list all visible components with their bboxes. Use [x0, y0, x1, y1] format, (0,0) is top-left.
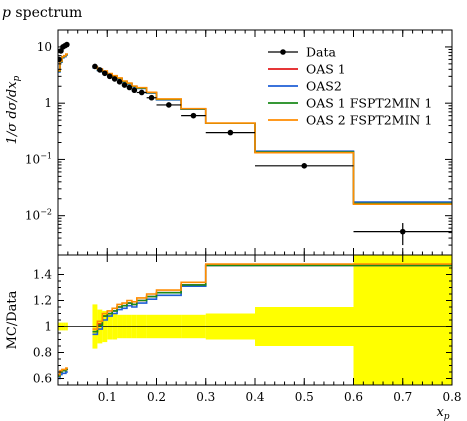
data-point [148, 94, 155, 101]
data-point [101, 70, 108, 77]
x-tick-label: 0.7 [393, 390, 412, 404]
y-axis-title-main: 1/σ dσ/dx [5, 81, 20, 145]
legend-marker [280, 49, 286, 55]
ratio-error-band [353, 255, 452, 385]
x-axis-title-sub: p [444, 412, 450, 421]
x-tick-label: 0.1 [98, 390, 117, 404]
data-point [126, 84, 133, 91]
y-tick-base: 1 [44, 96, 52, 110]
x-tick-label: 0.6 [344, 390, 363, 404]
data-point [190, 112, 197, 119]
x-tick-label: 0.8 [442, 390, 461, 404]
ratio-tick-label: 0.8 [33, 346, 52, 360]
data-point [301, 163, 308, 169]
y-tick-label: 1 [44, 96, 52, 110]
ratio-tick-label: 1.2 [33, 294, 52, 308]
y-tick-label: 10−1 [25, 151, 52, 166]
x-tick-label: 0.5 [295, 390, 314, 404]
legend: Data OAS 1 OAS2 OAS 1 FSPT2MIN 1 OAS 2 FSPT2… [268, 45, 432, 128]
y-tick-exponent: −1 [40, 151, 52, 160]
data-point [131, 87, 138, 94]
ratio-series-line [58, 263, 452, 376]
data-point [121, 82, 128, 88]
y-tick-base: 10 [25, 209, 40, 223]
legend-label: OAS 1 [306, 62, 346, 77]
x-axis-title-main: x [436, 405, 444, 420]
chart-title-italic: p [2, 5, 11, 21]
data-point [227, 129, 234, 136]
ratio-series-line [58, 264, 452, 380]
main-series-line [58, 53, 452, 206]
ratio-tick-label: 1.4 [33, 268, 52, 282]
x-tick-label: 0.2 [147, 390, 166, 404]
y-tick-exponent: −2 [40, 208, 52, 217]
ratio-tick-label: 1 [44, 320, 52, 334]
legend-label: Data [306, 45, 336, 60]
data-point [64, 41, 70, 48]
legend-label: OAS2 [306, 79, 342, 94]
x-tick-label: 0.4 [245, 390, 264, 404]
data-point [138, 89, 145, 96]
y-tick-label: 10 [37, 40, 52, 54]
data-point [166, 102, 172, 108]
y-axis-title: 1/σ dσ/dxp [5, 75, 22, 144]
ratio-content [58, 255, 452, 385]
data-point [106, 73, 113, 80]
x-tick-label: 0.3 [196, 390, 215, 404]
ratio-tick-label: 0.6 [33, 372, 52, 386]
main-content [58, 41, 452, 246]
chart-title-rest: spectrum [11, 5, 82, 21]
data-point [399, 228, 406, 235]
data-point [111, 76, 118, 82]
y-tick-label: 10−2 [25, 208, 52, 223]
y-tick-base: 10 [37, 40, 52, 54]
data-point [116, 78, 123, 85]
ratio-axis-title: MC/Data [5, 290, 20, 349]
y-tick-base: 10 [25, 152, 40, 166]
legend-label: OAS 1 FSPT2MIN 1 [306, 96, 432, 111]
data-point [92, 63, 98, 70]
y-axis-title-sub: p [12, 75, 22, 81]
x-axis-title: xp [436, 405, 449, 421]
legend-label: OAS 2 FSPT2MIN 1 [306, 113, 432, 128]
data-point [97, 67, 103, 73]
chart-title: p spectrum [2, 5, 82, 21]
ratio-panel: 0.6 0.8 1 1.2 1.4 0.1 0.2 0.3 0.4 0.5 0.6 0.7 0.8 [33, 254, 462, 404]
